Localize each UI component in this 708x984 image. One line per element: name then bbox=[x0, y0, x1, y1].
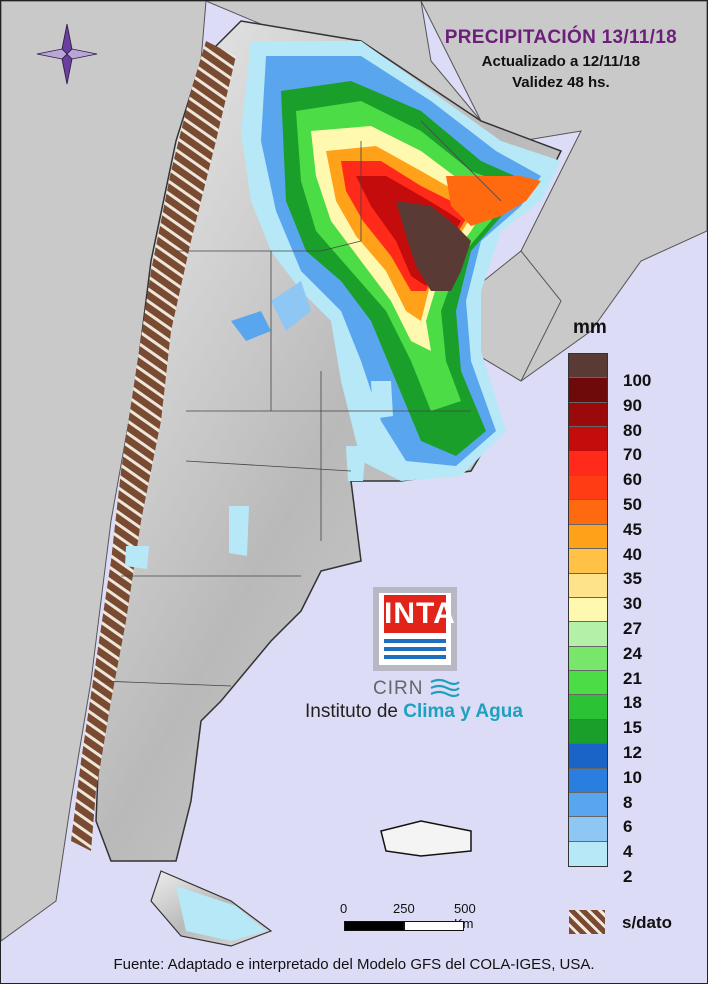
precip-lake-2 bbox=[371, 381, 393, 419]
legend-swatch-30 bbox=[569, 573, 607, 598]
legend-swatch-40 bbox=[569, 524, 607, 550]
legend-swatch-70 bbox=[569, 427, 607, 452]
legend-label-10: 10 bbox=[623, 767, 642, 787]
legend-label-18: 18 bbox=[623, 693, 642, 713]
chile-land bbox=[1, 1, 207, 942]
precip-lake-5 bbox=[125, 546, 149, 569]
logo-text: INTA bbox=[384, 595, 455, 633]
precip-lake-4 bbox=[229, 506, 249, 556]
legend-swatch-4 bbox=[569, 817, 607, 842]
legend-label-27: 27 bbox=[623, 618, 642, 638]
scale-tick-0: 0 bbox=[340, 901, 348, 916]
scale-tick-1: 250 bbox=[393, 901, 415, 916]
legend-label-24: 24 bbox=[623, 643, 642, 663]
updated-date: Actualizado a 12/11/18 bbox=[481, 53, 641, 70]
institute-accent: Clima y Agua bbox=[403, 701, 523, 722]
legend-swatch-15 bbox=[569, 695, 607, 720]
legend-swatch-12 bbox=[569, 719, 607, 745]
precip-100mm bbox=[396, 201, 471, 291]
precip-tdf bbox=[176, 886, 266, 941]
legend-color-bar bbox=[568, 353, 608, 868]
legend-swatch-21 bbox=[569, 646, 607, 672]
legend-swatch-6 bbox=[569, 793, 607, 818]
legend-swatch-24 bbox=[569, 622, 607, 647]
legend-label-60: 60 bbox=[623, 470, 642, 490]
legend-swatch-35 bbox=[569, 549, 607, 574]
legend-swatch-45 bbox=[569, 500, 607, 525]
legend-swatch-8 bbox=[569, 768, 607, 794]
legend-label-90: 90 bbox=[623, 395, 642, 415]
legend-label-80: 80 bbox=[623, 420, 642, 440]
legend-label-21: 21 bbox=[623, 668, 642, 688]
legend-swatch-80 bbox=[569, 402, 607, 428]
scale-segment-black bbox=[344, 921, 404, 931]
legend-swatch-27 bbox=[569, 597, 607, 623]
legend-swatch-90 bbox=[569, 378, 607, 403]
scale-bar: 0 250 500 Km bbox=[336, 901, 496, 941]
malvinas-islands bbox=[380, 820, 472, 857]
legend-labels: 100 90 80 70 60 50 45 40 35 30 27 24 21 18 15 12 10 8 6 4 2 bbox=[623, 369, 651, 890]
legend-label-70: 70 bbox=[623, 445, 642, 465]
legend-label-100: 100 bbox=[623, 371, 652, 390]
andes-nodata-strip bbox=[71, 41, 236, 851]
legend-label-50: 50 bbox=[623, 494, 642, 514]
precip-lake-3 bbox=[346, 446, 366, 481]
legend-label-45: 45 bbox=[623, 519, 642, 539]
legend-label-2: 2 bbox=[623, 866, 633, 886]
legend-swatch-100 bbox=[569, 354, 607, 379]
waves-icon bbox=[430, 678, 460, 698]
validity-text: Validez 48 hs. bbox=[512, 74, 610, 91]
legend-label-4: 4 bbox=[623, 842, 633, 862]
compass-rose-icon bbox=[36, 23, 98, 85]
precip-lake-1 bbox=[231, 311, 271, 341]
legend-label-35: 35 bbox=[623, 569, 642, 589]
title-block: PRECIPITACIÓN 13/11/18 Actualizado a 12/… bbox=[445, 27, 677, 91]
nodata-label: s/dato bbox=[622, 913, 673, 932]
map-title: PRECIPITACIÓN 13/11/18 bbox=[444, 27, 677, 48]
cirn-label: CIRN bbox=[373, 678, 424, 699]
precip-ne-wet bbox=[446, 176, 541, 226]
legend-units: mm bbox=[573, 317, 607, 338]
institute-prefix: Instituto de bbox=[305, 701, 398, 722]
legend-swatch-60 bbox=[569, 451, 607, 476]
source-footer: Fuente: Adaptado e interpretado del Mode… bbox=[113, 956, 595, 973]
nodata-swatch bbox=[569, 910, 605, 934]
legend-label-6: 6 bbox=[623, 817, 633, 837]
legend-swatch-10 bbox=[569, 744, 607, 769]
legend-label-12: 12 bbox=[623, 742, 642, 762]
legend-swatch-18 bbox=[569, 671, 607, 696]
legend-label-40: 40 bbox=[623, 544, 642, 564]
institute-name: Instituto de Clima y Agua bbox=[305, 701, 523, 723]
inta-logo: INTA bbox=[373, 587, 457, 671]
precip-central-blue bbox=[271, 281, 311, 331]
legend-label-8: 8 bbox=[623, 792, 633, 812]
legend-label-15: 15 bbox=[623, 718, 642, 738]
legend-swatch-2 bbox=[569, 841, 607, 867]
province-boundaries bbox=[100, 120, 502, 687]
scale-segment-white bbox=[404, 921, 464, 931]
legend-label-30: 30 bbox=[623, 594, 642, 614]
legend-swatch-50 bbox=[569, 475, 607, 501]
